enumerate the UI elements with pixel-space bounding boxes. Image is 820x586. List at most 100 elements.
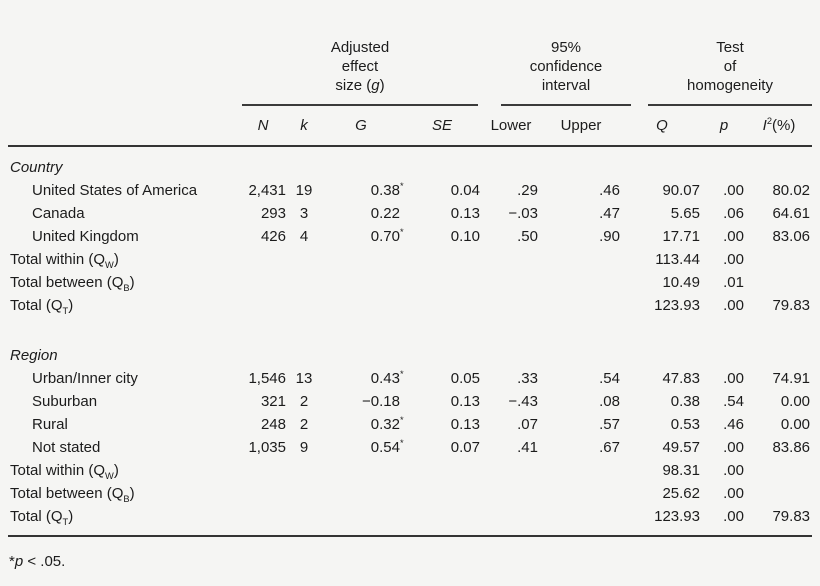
- table-cell: [288, 294, 320, 317]
- table-cell: [482, 482, 540, 505]
- table-cell: [320, 271, 402, 294]
- table-cell: 9: [299, 439, 309, 456]
- table-row: Suburban 321 2 −0.18 0.13 −.43 .08 0.38 .54 0.00: [8, 390, 812, 413]
- table-cell: .54: [723, 393, 744, 410]
- table-cell: 123.93: [654, 297, 700, 314]
- row-label: Total between (QB): [10, 274, 135, 293]
- table-cell: 123.93: [622, 505, 702, 537]
- table-row: Total (QT) 123.93 .00 79.83: [8, 294, 812, 317]
- table-cell: 0.43*: [370, 369, 404, 387]
- row-label: Canada: [32, 205, 85, 222]
- table-cell: 0.38*: [370, 181, 404, 199]
- table-cell: 13: [295, 370, 313, 387]
- column-header-g: G: [320, 106, 402, 147]
- table-cell: [402, 459, 482, 482]
- table-cell: 2: [299, 393, 309, 410]
- row-label: Total within (QW): [10, 462, 119, 481]
- table-cell: 25.62: [662, 485, 700, 502]
- table-cell: [540, 459, 622, 482]
- row-label: United Kingdom: [32, 228, 139, 245]
- table-cell: .29: [517, 182, 538, 199]
- table-cell: [540, 482, 622, 505]
- table-cell: [320, 459, 402, 482]
- table-cell: [320, 294, 402, 317]
- table-cell: 0.00: [780, 416, 811, 433]
- table-cell: 1,546: [248, 370, 286, 387]
- table-cell: 64.61: [772, 205, 811, 222]
- table-cell: 1,035: [248, 439, 286, 456]
- table-cell: [482, 505, 540, 537]
- col-group-confidence-interval-label: 95% confidence interval: [501, 38, 631, 106]
- corner-blank-cell: [8, 38, 238, 106]
- table-cell: [482, 459, 540, 482]
- column-header-q: Q: [622, 106, 702, 147]
- table-cell: .00: [723, 485, 744, 502]
- column-header-p: p: [702, 106, 746, 147]
- table-cell: [238, 505, 288, 537]
- table-cell: .00: [723, 251, 744, 268]
- table-cell: 98.31: [662, 462, 700, 479]
- table-cell: 293: [260, 205, 286, 222]
- table-cell: 426: [260, 228, 286, 245]
- table-body: Country United States of America 2,431 19 0.…: [8, 146, 813, 537]
- table-cell: [288, 459, 320, 482]
- table-cell: 2,431: [248, 182, 286, 199]
- table-cell: 2: [299, 416, 309, 433]
- column-header-lower: Lower: [482, 106, 540, 147]
- column-header-upper: Upper: [540, 106, 622, 147]
- table-cell: .07: [517, 416, 538, 433]
- table-cell: [320, 505, 402, 537]
- table-cell: .00: [723, 297, 744, 314]
- table-cell: [402, 248, 482, 271]
- table-cell: 47.83: [662, 370, 700, 387]
- table-cell: 17.71: [662, 228, 700, 245]
- table-cell: 79.83: [746, 505, 813, 537]
- row-label: Total (QT): [10, 297, 74, 316]
- table-cell: .54: [599, 370, 620, 387]
- table-cell: [482, 248, 540, 271]
- table-cell: 0.05: [450, 370, 480, 387]
- table-cell: 0.07: [450, 439, 480, 456]
- table-cell: 83.86: [772, 439, 811, 456]
- table-cell: −.03: [508, 205, 538, 222]
- table-row: Urban/Inner city 1,546 13 0.43* 0.05 .33 .54 47…: [8, 367, 812, 390]
- table-row: United Kingdom 426 4 0.70* 0.10 .50 .90 17.71 .0…: [8, 225, 812, 248]
- table-cell: .33: [517, 370, 538, 387]
- table-cell: 90.07: [662, 182, 700, 199]
- table-row: Rural 248 2 0.32* 0.13 .07 .57 0.53 .46 0.00: [8, 413, 812, 436]
- column-group-row: Adjusted effect size (g) 95% confidence …: [8, 38, 813, 106]
- table-row: Not stated 1,035 9 0.54* 0.07 .41 .67 49.57 .00 8…: [8, 436, 812, 459]
- table-cell: [238, 271, 288, 294]
- table-cell: [402, 482, 482, 505]
- table-cell: [402, 294, 482, 317]
- table-cell: [238, 294, 288, 317]
- row-label: Total within (QW): [10, 251, 119, 270]
- statistics-table: Adjusted effect size (g) 95% confidence …: [8, 38, 813, 537]
- column-header-blank: [8, 106, 238, 147]
- table-cell: .90: [599, 228, 620, 245]
- row-label: Total between (QB): [10, 485, 135, 504]
- table-cell: .00: [723, 228, 744, 245]
- table-cell: 83.06: [772, 228, 811, 245]
- table-cell: [238, 482, 288, 505]
- table-cell: 19: [295, 182, 313, 199]
- table-cell: .00: [723, 370, 744, 387]
- col-group-confidence-interval: 95% confidence interval: [482, 38, 631, 106]
- table-cell: 79.83: [772, 297, 811, 314]
- table-cell: [746, 271, 812, 294]
- table-cell: .00: [723, 182, 744, 199]
- table-cell: [540, 294, 622, 317]
- table-cell: −0.18: [362, 393, 400, 410]
- row-label: Urban/Inner city: [32, 370, 138, 387]
- table-cell: 0.10: [450, 228, 480, 245]
- table-cell: [482, 294, 540, 317]
- table-cell: 0.13: [450, 393, 480, 410]
- table-cell: .00: [723, 439, 744, 456]
- table-row: Total between (QB) 25.62 .00: [8, 482, 812, 505]
- table-cell: [402, 271, 482, 294]
- table-cell: .00: [702, 505, 746, 537]
- section-label: Region: [10, 347, 58, 364]
- table-cell: 10.49: [662, 274, 700, 291]
- column-header-se: SE: [402, 106, 482, 147]
